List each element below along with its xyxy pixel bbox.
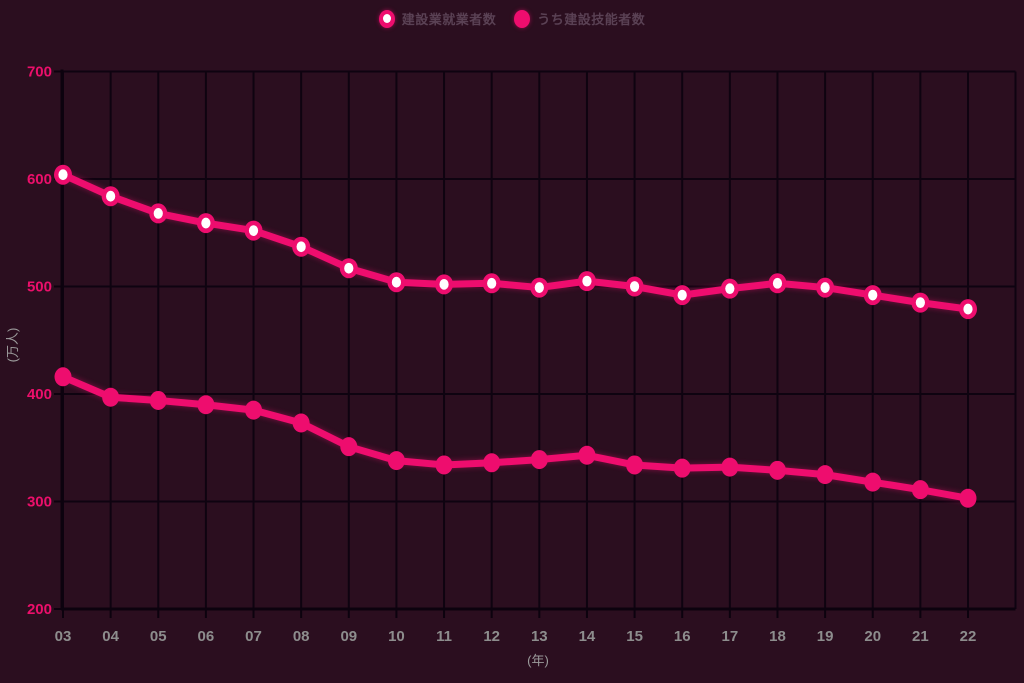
legend-item-construction-workers[interactable]: 建設業就業者数 [378, 9, 497, 28]
series-1-markers [54, 164, 977, 320]
legend-label-skilled-workers: うち建設技能者数 [537, 12, 646, 27]
data-point-marker [530, 450, 548, 470]
data-point-marker-inner [820, 282, 830, 293]
series-2-line [59, 373, 972, 502]
x-axis-unit-label: (年) [527, 653, 549, 668]
data-point-marker-inner [582, 275, 592, 287]
data-point-marker-inner [915, 297, 925, 309]
svg-text:22: 22 [960, 628, 977, 645]
y-axis-tick-labels: 200 300 400 500 600 700 [27, 64, 52, 619]
data-point-marker-inner [439, 278, 449, 290]
data-point-marker [387, 451, 405, 471]
svg-text:19: 19 [817, 628, 834, 645]
data-point-marker [911, 480, 929, 500]
data-point-marker [54, 367, 72, 387]
svg-text:03: 03 [55, 628, 72, 645]
svg-text:12: 12 [483, 628, 500, 645]
solid-marker-icon [514, 9, 531, 28]
ring-marker-inner [382, 14, 391, 23]
data-point-marker [816, 465, 834, 485]
data-point-marker-inner [201, 217, 211, 229]
data-point-marker [340, 437, 358, 457]
data-point-marker [102, 387, 120, 407]
svg-text:300: 300 [27, 494, 52, 511]
data-point-marker-inner [344, 262, 354, 274]
series-2-markers [54, 367, 977, 508]
data-point-marker-inner [248, 225, 259, 237]
data-point-marker-inner [677, 289, 687, 301]
data-point-marker-inner [772, 277, 783, 289]
data-point-marker [245, 400, 263, 420]
svg-text:07: 07 [245, 628, 262, 645]
data-point-marker [578, 445, 596, 465]
svg-text:10: 10 [388, 628, 405, 645]
svg-text:200: 200 [27, 601, 52, 618]
data-point-marker-inner [153, 208, 163, 219]
svg-text:14: 14 [579, 628, 596, 645]
legend-item-skilled-workers[interactable]: うち建設技能者数 [514, 9, 645, 28]
chart-legend: 建設業就業者数 うち建設技能者数 [0, 9, 1024, 28]
svg-text:13: 13 [531, 628, 548, 645]
data-point-marker [768, 460, 786, 480]
svg-text:18: 18 [769, 628, 786, 645]
svg-text:700: 700 [27, 64, 52, 81]
data-point-marker [626, 455, 644, 475]
data-point-marker [864, 472, 882, 492]
svg-text:16: 16 [674, 628, 691, 645]
svg-text:08: 08 [293, 628, 310, 645]
y-axis-unit-label: (万人) [5, 328, 20, 363]
data-point-marker [959, 488, 977, 508]
data-point-marker [435, 455, 453, 475]
svg-text:11: 11 [436, 628, 452, 645]
data-point-marker-inner [58, 169, 68, 181]
svg-text:15: 15 [626, 628, 643, 645]
data-point-marker-inner [868, 289, 878, 301]
gridlines [62, 70, 1017, 610]
data-point-marker [292, 413, 310, 433]
data-point-marker [721, 457, 739, 477]
data-point-marker-inner [487, 277, 497, 289]
data-point-marker-inner [534, 282, 544, 293]
svg-text:09: 09 [340, 628, 357, 645]
svg-text:400: 400 [27, 386, 52, 403]
svg-text:04: 04 [102, 628, 119, 645]
data-point-marker-inner [391, 276, 402, 288]
svg-text:500: 500 [27, 279, 52, 296]
data-point-marker [673, 458, 691, 478]
data-point-marker [197, 395, 215, 415]
data-point-marker-inner [963, 303, 973, 315]
data-point-marker-inner [725, 283, 735, 295]
svg-text:600: 600 [27, 171, 52, 188]
data-point-marker [483, 453, 501, 473]
axes [54, 69, 1016, 618]
data-point-marker-inner [629, 281, 640, 292]
svg-text:17: 17 [721, 628, 738, 645]
svg-text:20: 20 [864, 628, 881, 645]
data-point-marker [149, 390, 167, 410]
svg-text:21: 21 [912, 628, 929, 645]
data-point-marker-inner [106, 190, 116, 202]
x-axis-tick-labels: 03 04 05 06 07 08 09 10 11 12 13 14 15 16 17 18 19 20 21 22 [55, 628, 977, 645]
svg-text:06: 06 [198, 628, 215, 645]
legend-label-construction-workers: 建設業就業者数 [401, 12, 497, 27]
svg-text:05: 05 [150, 628, 167, 645]
data-point-marker-inner [296, 241, 306, 253]
ring-marker-icon [378, 9, 395, 28]
